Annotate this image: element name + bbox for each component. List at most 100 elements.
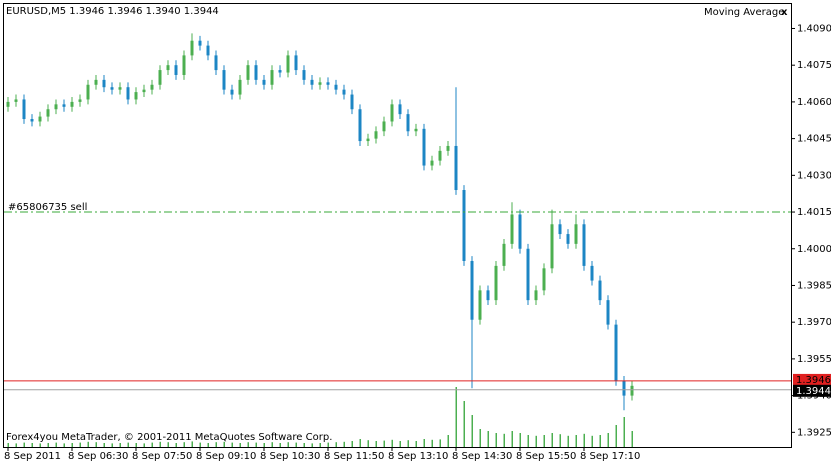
candle-body — [630, 385, 634, 396]
volume-bar — [439, 439, 441, 447]
volume-bar — [511, 431, 513, 447]
candle-body — [206, 45, 210, 56]
volume-bar — [151, 442, 153, 447]
x-tick-label: 8 Sep 13:10 — [388, 451, 448, 462]
candle-body — [46, 109, 50, 117]
candle-body — [462, 190, 466, 261]
candle-body — [222, 70, 226, 90]
volume-bar — [39, 443, 41, 447]
volume-bar — [279, 443, 281, 447]
volume-bar — [223, 441, 225, 447]
volume-bar — [519, 433, 521, 447]
candle-body — [174, 65, 178, 75]
volume-bar — [287, 442, 289, 447]
candle-body — [350, 94, 354, 110]
candle-body — [86, 84, 90, 100]
volume-bar — [103, 443, 105, 447]
x-tick-label: 8 Sep 11:50 — [324, 451, 384, 462]
candle-body — [542, 268, 546, 291]
volume-bar — [599, 435, 601, 447]
volume-bar — [111, 443, 113, 447]
candle-body — [78, 99, 82, 102]
volume-bar — [375, 441, 377, 447]
candle-body — [30, 119, 34, 122]
volume-bar — [31, 443, 33, 447]
candle-body — [38, 116, 42, 122]
volume-bar — [535, 435, 537, 447]
candle-body — [374, 131, 378, 139]
volume-bar — [615, 425, 617, 447]
volume-bar — [239, 443, 241, 447]
volume-bar — [463, 401, 465, 447]
candle-body — [230, 89, 234, 95]
copyright: Forex4you MetaTrader, © 2001-2011 MetaQu… — [6, 432, 332, 443]
volume-bar — [79, 442, 81, 447]
volume-bar — [415, 441, 417, 447]
candle-body — [118, 87, 122, 90]
candle-body — [598, 280, 602, 301]
volume-bar — [567, 435, 569, 447]
volume-bar — [559, 434, 561, 447]
candle-body — [70, 101, 74, 107]
volume-bar — [391, 439, 393, 447]
volume-bar — [591, 435, 593, 447]
candle-body — [214, 55, 218, 71]
volume-bar — [143, 443, 145, 447]
candle-body — [342, 89, 346, 95]
candle-body — [486, 290, 490, 301]
volume-bar — [63, 443, 65, 447]
x-tick-label: 8 Sep 15:50 — [516, 451, 576, 462]
candle-body — [310, 79, 314, 85]
volume-bar — [319, 443, 321, 447]
bid-label: 1.3944 — [796, 386, 831, 397]
volume-bar — [23, 442, 25, 447]
volume-bar — [135, 443, 137, 447]
volume-bar — [183, 442, 185, 447]
volume-bar — [383, 440, 385, 447]
volume-bar — [583, 433, 585, 447]
volume-bar — [631, 431, 633, 447]
candle-body — [326, 82, 330, 85]
candle-body — [566, 234, 570, 244]
candle-body — [534, 290, 538, 301]
candle-body — [518, 214, 522, 249]
candle-body — [102, 79, 106, 88]
x-tick-label: 8 Sep 10:30 — [260, 451, 320, 462]
candle-body — [182, 55, 186, 75]
volume-bar — [255, 442, 257, 447]
candle-body — [190, 40, 194, 56]
volume-bar — [159, 441, 161, 447]
indicator-close[interactable]: x — [781, 7, 788, 18]
x-tick-label: 8 Sep 06:30 — [68, 451, 128, 462]
volume-bar — [327, 442, 329, 447]
volume-bar — [367, 440, 369, 447]
candle-body — [254, 65, 258, 80]
candle-body — [198, 40, 202, 46]
candle-body — [142, 89, 146, 93]
candle-body — [14, 99, 18, 102]
volume-bar — [479, 429, 481, 447]
volume-bar — [71, 443, 73, 447]
volume-bar — [119, 443, 121, 447]
candle-body — [22, 99, 26, 120]
y-tick-label: 1.4015 — [797, 207, 831, 218]
y-tick-label: 1.4090 — [797, 23, 831, 34]
candle-body — [406, 114, 410, 132]
candle-body — [262, 79, 266, 85]
candle-body — [294, 55, 298, 71]
candle-body — [286, 55, 290, 73]
candle-body — [54, 104, 58, 110]
volume-bar — [231, 442, 233, 447]
y-tick-label: 1.3955 — [797, 354, 831, 365]
volume-bar — [263, 443, 265, 447]
volume-bar — [543, 435, 545, 447]
indicator-label: Moving Average — [704, 7, 784, 18]
candle-body — [574, 224, 578, 244]
volume-bar — [175, 443, 177, 447]
candle-body — [238, 79, 242, 95]
volume-bar — [215, 442, 217, 447]
volume-bar — [311, 443, 313, 447]
candle-body — [382, 121, 386, 132]
volume-bar — [487, 431, 489, 447]
